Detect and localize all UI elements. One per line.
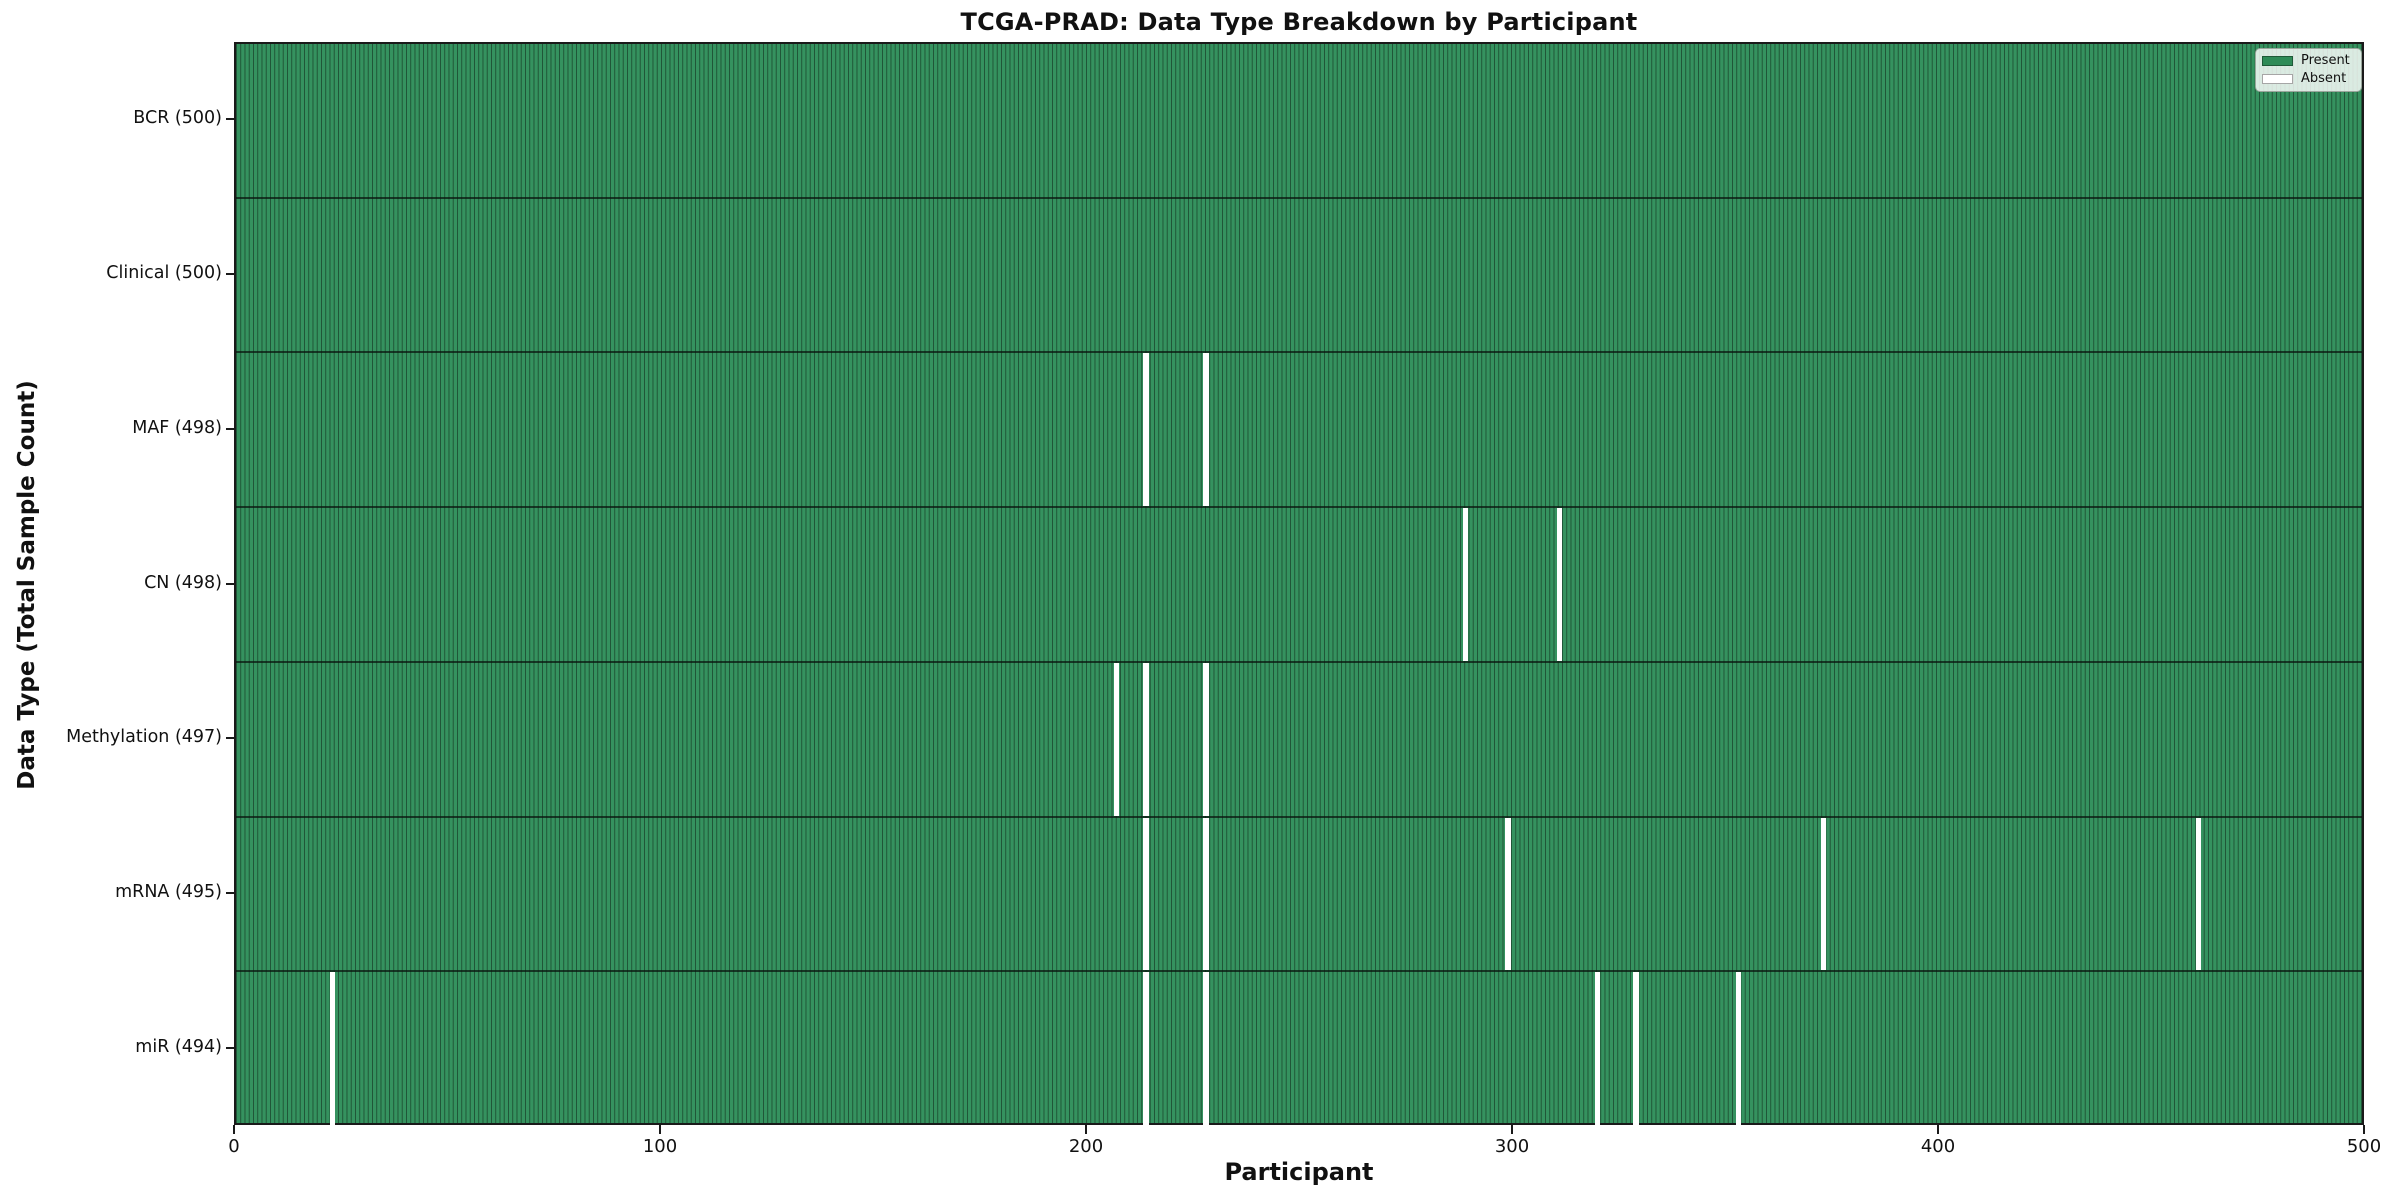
x-tick-mark <box>233 1125 235 1134</box>
chart-title: TCGA-PRAD: Data Type Breakdown by Partic… <box>960 8 1638 36</box>
datatype-row-miR <box>236 972 2362 1127</box>
absent-gap-mRNA-372 <box>1820 817 1827 971</box>
datatype-row-Methylation <box>236 662 2362 818</box>
x-tick-mark <box>1511 1125 1513 1134</box>
absent-gap-MAF-213 <box>1143 353 1149 507</box>
x-axis-title: Participant <box>1224 1158 1374 1186</box>
x-tick-label-200: 200 <box>1068 1136 1104 1157</box>
x-tick-mark <box>659 1125 661 1134</box>
absent-gap-mRNA-460 <box>2195 817 2202 971</box>
datatype-row-Clinical <box>236 199 2362 354</box>
absent-gap-CN-310 <box>1556 508 1563 661</box>
x-tick-label-300: 300 <box>1494 1136 1530 1157</box>
datatype-row-CN <box>236 508 2362 663</box>
datatype-row-BCR <box>236 44 2362 199</box>
legend-entry-present: Present <box>2262 54 2354 68</box>
legend-label-present: Present <box>2301 53 2350 68</box>
absent-gap-Methylation-227 <box>1203 662 1209 816</box>
x-tick-mark <box>1085 1125 1087 1134</box>
absent-gap-miR-22 <box>329 972 336 1127</box>
x-tick-label-500: 500 <box>2346 1136 2382 1157</box>
y-tick-mark <box>226 582 234 585</box>
absent-gap-miR-352 <box>1735 972 1742 1127</box>
absent-gap-CN-288 <box>1462 508 1469 661</box>
legend-label-absent: Absent <box>2301 71 2347 86</box>
absent-swatch-icon <box>2262 74 2293 84</box>
present-swatch-icon <box>2262 56 2293 66</box>
y-tick-mark <box>226 737 234 740</box>
legend: Present Absent <box>2255 48 2362 92</box>
absent-gap-Methylation-206 <box>1113 662 1120 816</box>
x-tick-label-0: 0 <box>228 1136 240 1157</box>
y-tick-mark <box>226 891 234 894</box>
y-tick-label-Methylation: Methylation (497) <box>66 727 222 748</box>
plot-area <box>234 42 2364 1127</box>
absent-gap-miR-328 <box>1633 972 1639 1127</box>
absent-gap-miR-227 <box>1203 972 1209 1127</box>
absent-gap-mRNA-227 <box>1203 817 1209 971</box>
x-tick-label-100: 100 <box>642 1136 678 1157</box>
datatype-row-mRNA <box>236 817 2362 973</box>
y-tick-label-miR: miR (494) <box>135 1036 222 1057</box>
absent-gap-mRNA-213 <box>1143 817 1149 971</box>
y-tick-mark <box>226 273 234 276</box>
x-tick-label-400: 400 <box>1920 1136 1956 1157</box>
y-tick-label-CN: CN (498) <box>144 572 222 593</box>
y-tick-label-MAF: MAF (498) <box>132 417 222 438</box>
absent-gap-MAF-227 <box>1203 353 1209 507</box>
y-tick-label-Clinical: Clinical (500) <box>106 263 222 284</box>
datatype-row-MAF <box>236 353 2362 509</box>
y-tick-label-BCR: BCR (500) <box>133 108 222 129</box>
y-tick-mark <box>226 1046 234 1049</box>
y-tick-mark <box>226 118 234 121</box>
absent-gap-mRNA-298 <box>1505 817 1511 971</box>
x-tick-mark <box>1937 1125 1939 1134</box>
y-tick-mark <box>226 427 234 430</box>
legend-entry-absent: Absent <box>2262 72 2354 86</box>
absent-gap-miR-319 <box>1594 972 1601 1127</box>
x-tick-mark <box>2363 1125 2365 1134</box>
y-tick-label-mRNA: mRNA (495) <box>115 881 222 902</box>
absent-gap-Methylation-213 <box>1143 662 1149 816</box>
absent-gap-miR-213 <box>1143 972 1149 1127</box>
